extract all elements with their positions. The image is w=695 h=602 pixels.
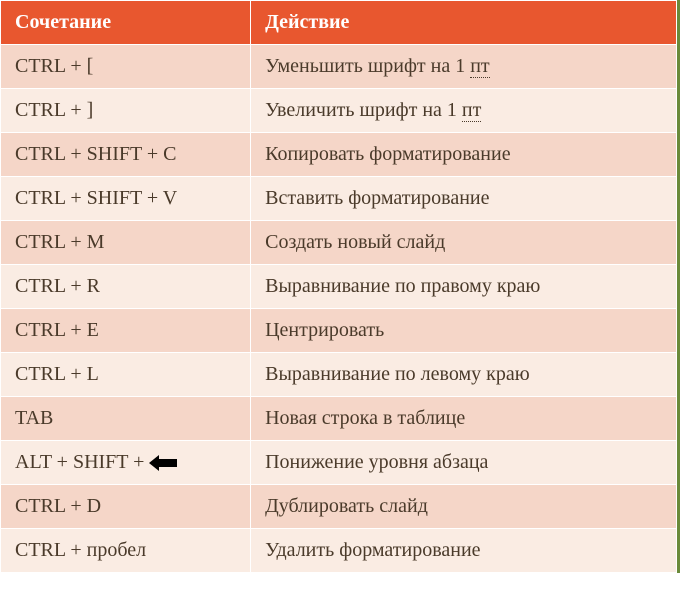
shortcut-text: CTRL + SHIFT + V [15, 187, 177, 209]
col-header-shortcut: Сочетание [1, 1, 251, 45]
table-row: CTRL + [ Уменьшить шрифт на 1 пт [1, 45, 677, 89]
table-row: CTRL + L Выравнивание по левому краю [1, 353, 677, 397]
action-text: Удалить форматирование [265, 539, 480, 561]
cell-action: Выравнивание по левому краю [251, 353, 677, 397]
table-body: CTRL + [ Уменьшить шрифт на 1 пт CTRL + ] У… [1, 45, 677, 573]
shortcut-text: CTRL + D [15, 495, 101, 517]
cell-action: Центрировать [251, 309, 677, 353]
table-row: ALT + SHIFT + Понижение уровня абзаца [1, 441, 677, 485]
cell-shortcut: CTRL + L [1, 353, 251, 397]
shortcut-text: TAB [15, 407, 53, 429]
action-dotted-text: пт [470, 55, 489, 78]
shortcut-text: CTRL + R [15, 275, 100, 297]
cell-action: Копировать форматирование [251, 133, 677, 177]
shortcut-text: ALT + SHIFT + [15, 451, 149, 473]
table-row: TAB Новая строка в таблице [1, 397, 677, 441]
action-text: Выравнивание по правому краю [265, 275, 540, 297]
shortcut-text: CTRL + L [15, 363, 99, 385]
shortcut-text: CTRL + [ [15, 55, 93, 77]
cell-shortcut: CTRL + M [1, 221, 251, 265]
shortcut-text: CTRL + E [15, 319, 99, 341]
action-text: Центрировать [265, 319, 384, 341]
shortcut-text: CTRL + SHIFT + C [15, 143, 176, 165]
table-row: CTRL + D Дублировать слайд [1, 485, 677, 529]
shortcut-text: CTRL + ] [15, 99, 93, 121]
action-text: Выравнивание по левому краю [265, 363, 530, 385]
cell-action: Новая строка в таблице [251, 397, 677, 441]
action-dotted-text: пт [462, 99, 481, 122]
action-text: Создать новый слайд [265, 231, 445, 253]
action-text: Копировать форматирование [265, 143, 510, 165]
cell-shortcut: CTRL + SHIFT + C [1, 133, 251, 177]
table-row: CTRL + SHIFT + V Вставить форматирование [1, 177, 677, 221]
cell-shortcut: CTRL + [ [1, 45, 251, 89]
cell-action: Увеличить шрифт на 1 пт [251, 89, 677, 133]
shortcuts-table-wrap: Сочетание Действие CTRL + [ Уменьшить шри… [0, 0, 680, 573]
table-row: CTRL + M Создать новый слайд [1, 221, 677, 265]
cell-shortcut: CTRL + D [1, 485, 251, 529]
action-text: Уменьшить шрифт на 1 [265, 55, 470, 77]
cell-shortcut: CTRL + E [1, 309, 251, 353]
arrow-left-icon [149, 455, 177, 471]
action-text: Увеличить шрифт на 1 [265, 99, 462, 121]
cell-action: Выравнивание по правому краю [251, 265, 677, 309]
cell-action: Понижение уровня абзаца [251, 441, 677, 485]
cell-action: Вставить форматирование [251, 177, 677, 221]
cell-shortcut: ALT + SHIFT + [1, 441, 251, 485]
shortcut-text: CTRL + M [15, 231, 104, 253]
cell-action: Удалить форматирование [251, 529, 677, 573]
cell-shortcut: CTRL + R [1, 265, 251, 309]
action-text: Понижение уровня абзаца [265, 451, 488, 473]
cell-action: Дублировать слайд [251, 485, 677, 529]
cell-shortcut: CTRL + пробел [1, 529, 251, 573]
action-text: Вставить форматирование [265, 187, 489, 209]
cell-shortcut: TAB [1, 397, 251, 441]
table-row: CTRL + E Центрировать [1, 309, 677, 353]
shortcuts-table: Сочетание Действие CTRL + [ Уменьшить шри… [0, 0, 677, 573]
cell-action: Создать новый слайд [251, 221, 677, 265]
table-header-row: Сочетание Действие [1, 1, 677, 45]
cell-shortcut: CTRL + SHIFT + V [1, 177, 251, 221]
action-text: Новая строка в таблице [265, 407, 465, 429]
table-row: CTRL + пробел Удалить форматирование [1, 529, 677, 573]
table-row: CTRL + R Выравнивание по правому краю [1, 265, 677, 309]
col-header-action: Действие [251, 1, 677, 45]
cell-shortcut: CTRL + ] [1, 89, 251, 133]
action-text: Дублировать слайд [265, 495, 428, 517]
table-row: CTRL + SHIFT + C Копировать форматировани… [1, 133, 677, 177]
cell-action: Уменьшить шрифт на 1 пт [251, 45, 677, 89]
table-row: CTRL + ] Увеличить шрифт на 1 пт [1, 89, 677, 133]
shortcut-text: CTRL + пробел [15, 539, 146, 561]
